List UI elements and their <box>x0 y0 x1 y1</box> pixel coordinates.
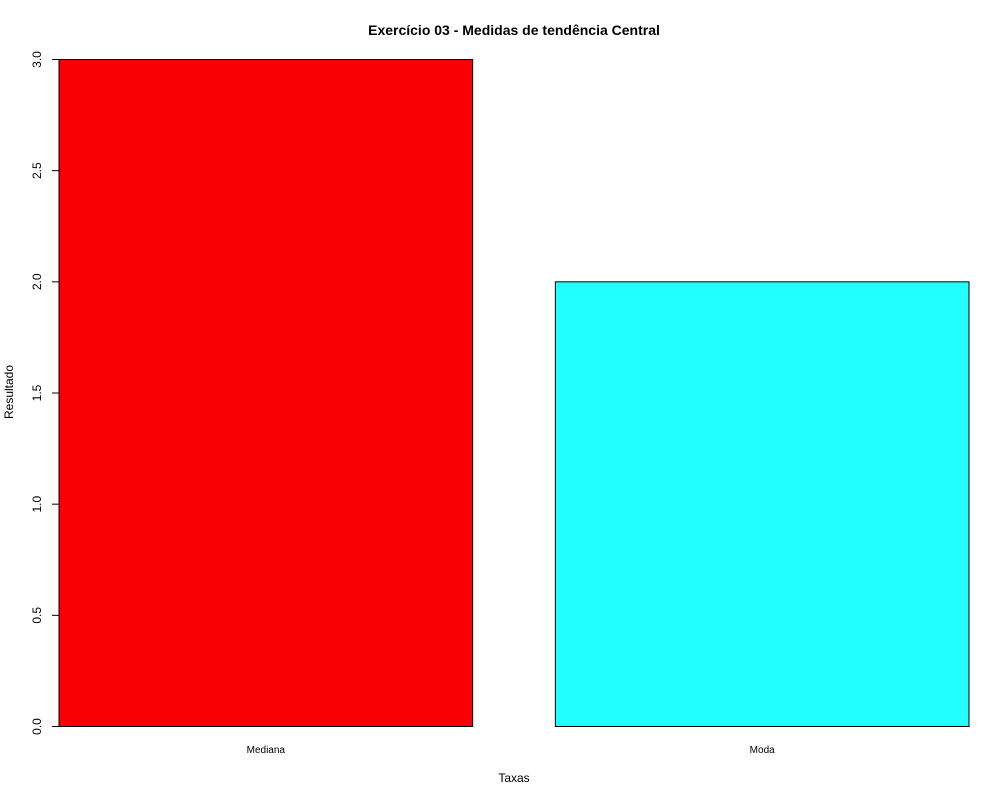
bar-mediana <box>58 59 474 727</box>
y-tick-label: 0.5 <box>30 607 44 624</box>
x-axis-label: Taxas <box>498 771 529 785</box>
chart-title: Exercício 03 - Medidas de tendência Cent… <box>368 22 660 38</box>
x-tick-label: Moda <box>750 745 775 756</box>
y-axis: 0.0 0.5 1.0 1.5 2.0 2.5 3.0 <box>30 51 60 735</box>
y-tick-label: 1.0 <box>30 496 44 513</box>
y-axis-label: Resultado <box>2 365 16 419</box>
y-tick-label: 0.0 <box>30 718 44 735</box>
y-tick-label: 1.5 <box>30 384 44 401</box>
bar-moda <box>554 281 970 727</box>
bars-group <box>58 59 970 727</box>
y-tick-label: 2.5 <box>30 162 44 179</box>
x-axis-tick-labels: Mediana Moda <box>247 745 775 756</box>
x-tick-label: Mediana <box>247 745 286 756</box>
y-tick-label: 2.0 <box>30 273 44 290</box>
y-tick-label: 3.0 <box>30 51 44 68</box>
